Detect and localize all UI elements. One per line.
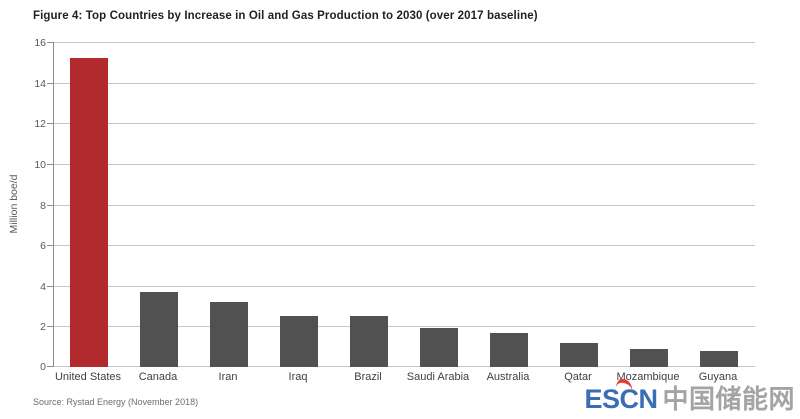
y-tick-label-10: 10 — [34, 159, 46, 171]
bar-iran — [210, 302, 248, 367]
y-tickmark-10 — [47, 164, 53, 165]
bar-iraq — [280, 316, 318, 367]
bar-united-states — [70, 58, 108, 367]
y-tick-label-12: 12 — [34, 118, 46, 130]
source-caption: Source: Rystad Energy (November 2018) — [33, 397, 199, 407]
bar-canada — [140, 291, 178, 367]
gridline-y14 — [54, 83, 755, 84]
bar-slot — [614, 42, 684, 367]
bar-slot — [124, 42, 194, 367]
x-label-australia: Australia — [486, 371, 530, 383]
y-axis-label: Million boe/d — [8, 174, 20, 234]
x-label-qatar: Qatar — [564, 371, 592, 383]
gridline-y0 — [54, 366, 755, 367]
watermark-chinese-text: 中国储能网 — [662, 385, 795, 415]
y-tick-label-0: 0 — [40, 361, 46, 373]
bar-slot — [194, 42, 264, 367]
watermark-escn-text: ESCN — [584, 384, 658, 414]
y-tick-label-4: 4 — [40, 281, 46, 293]
x-label-mozambique: Mozambique — [616, 371, 680, 383]
gridline-y4 — [54, 286, 755, 287]
bar-saudi-arabia — [420, 328, 458, 367]
x-label-united-states: United States — [54, 371, 122, 383]
y-tick-label-6: 6 — [40, 240, 46, 252]
bar-slot — [474, 42, 544, 367]
bar-brazil — [350, 316, 388, 367]
gridline-y8 — [54, 205, 755, 206]
bar-slot — [684, 42, 754, 367]
y-tickmark-6 — [47, 245, 53, 246]
x-label-saudi-arabia: Saudi Arabia — [406, 371, 470, 383]
x-label-canada: Canada — [138, 371, 178, 383]
y-tick-label-14: 14 — [34, 78, 46, 90]
y-tickmark-0 — [47, 366, 53, 367]
y-tickmark-2 — [47, 326, 53, 327]
bar-slot — [54, 42, 124, 367]
bar-australia — [490, 332, 528, 367]
y-tickmark-16 — [47, 42, 53, 43]
gridline-y12 — [54, 123, 755, 124]
bar-slot — [544, 42, 614, 367]
bar-mozambique — [630, 348, 668, 367]
x-label-brazil: Brazil — [354, 371, 382, 383]
bar-slot — [334, 42, 404, 367]
y-tickmark-4 — [47, 286, 53, 287]
x-axis-category-labels: United States Canada Iran Iraq Brazil Saudi A… — [53, 371, 753, 383]
gridline-y6 — [54, 245, 755, 246]
bar-slot — [264, 42, 334, 367]
x-label-guyana: Guyana — [698, 371, 738, 383]
y-tickmark-12 — [47, 123, 53, 124]
y-axis-tick-labels: 0 2 4 6 8 10 12 14 16 — [21, 37, 46, 373]
y-tick-label-8: 8 — [40, 200, 46, 212]
x-label-iraq: Iraq — [288, 371, 308, 383]
chart-title: Figure 4: Top Countries by Increase in O… — [33, 10, 538, 22]
y-tickmark-14 — [47, 83, 53, 84]
bar-slot — [404, 42, 474, 367]
gridline-y10 — [54, 164, 755, 165]
bar-guyana — [700, 350, 738, 367]
y-tickmark-8 — [47, 205, 53, 206]
plot-area — [47, 42, 755, 367]
gridline-y16 — [54, 42, 755, 43]
bar-series — [54, 42, 754, 367]
bar-qatar — [560, 342, 598, 367]
gridline-y2 — [54, 326, 755, 327]
watermark-logo: ESCN 中国储能网 — [584, 378, 795, 416]
y-tick-label-2: 2 — [40, 321, 46, 333]
x-label-iran: Iran — [218, 371, 238, 383]
y-tick-label-16: 16 — [34, 37, 46, 49]
watermark-red-swoosh-icon — [615, 378, 635, 393]
